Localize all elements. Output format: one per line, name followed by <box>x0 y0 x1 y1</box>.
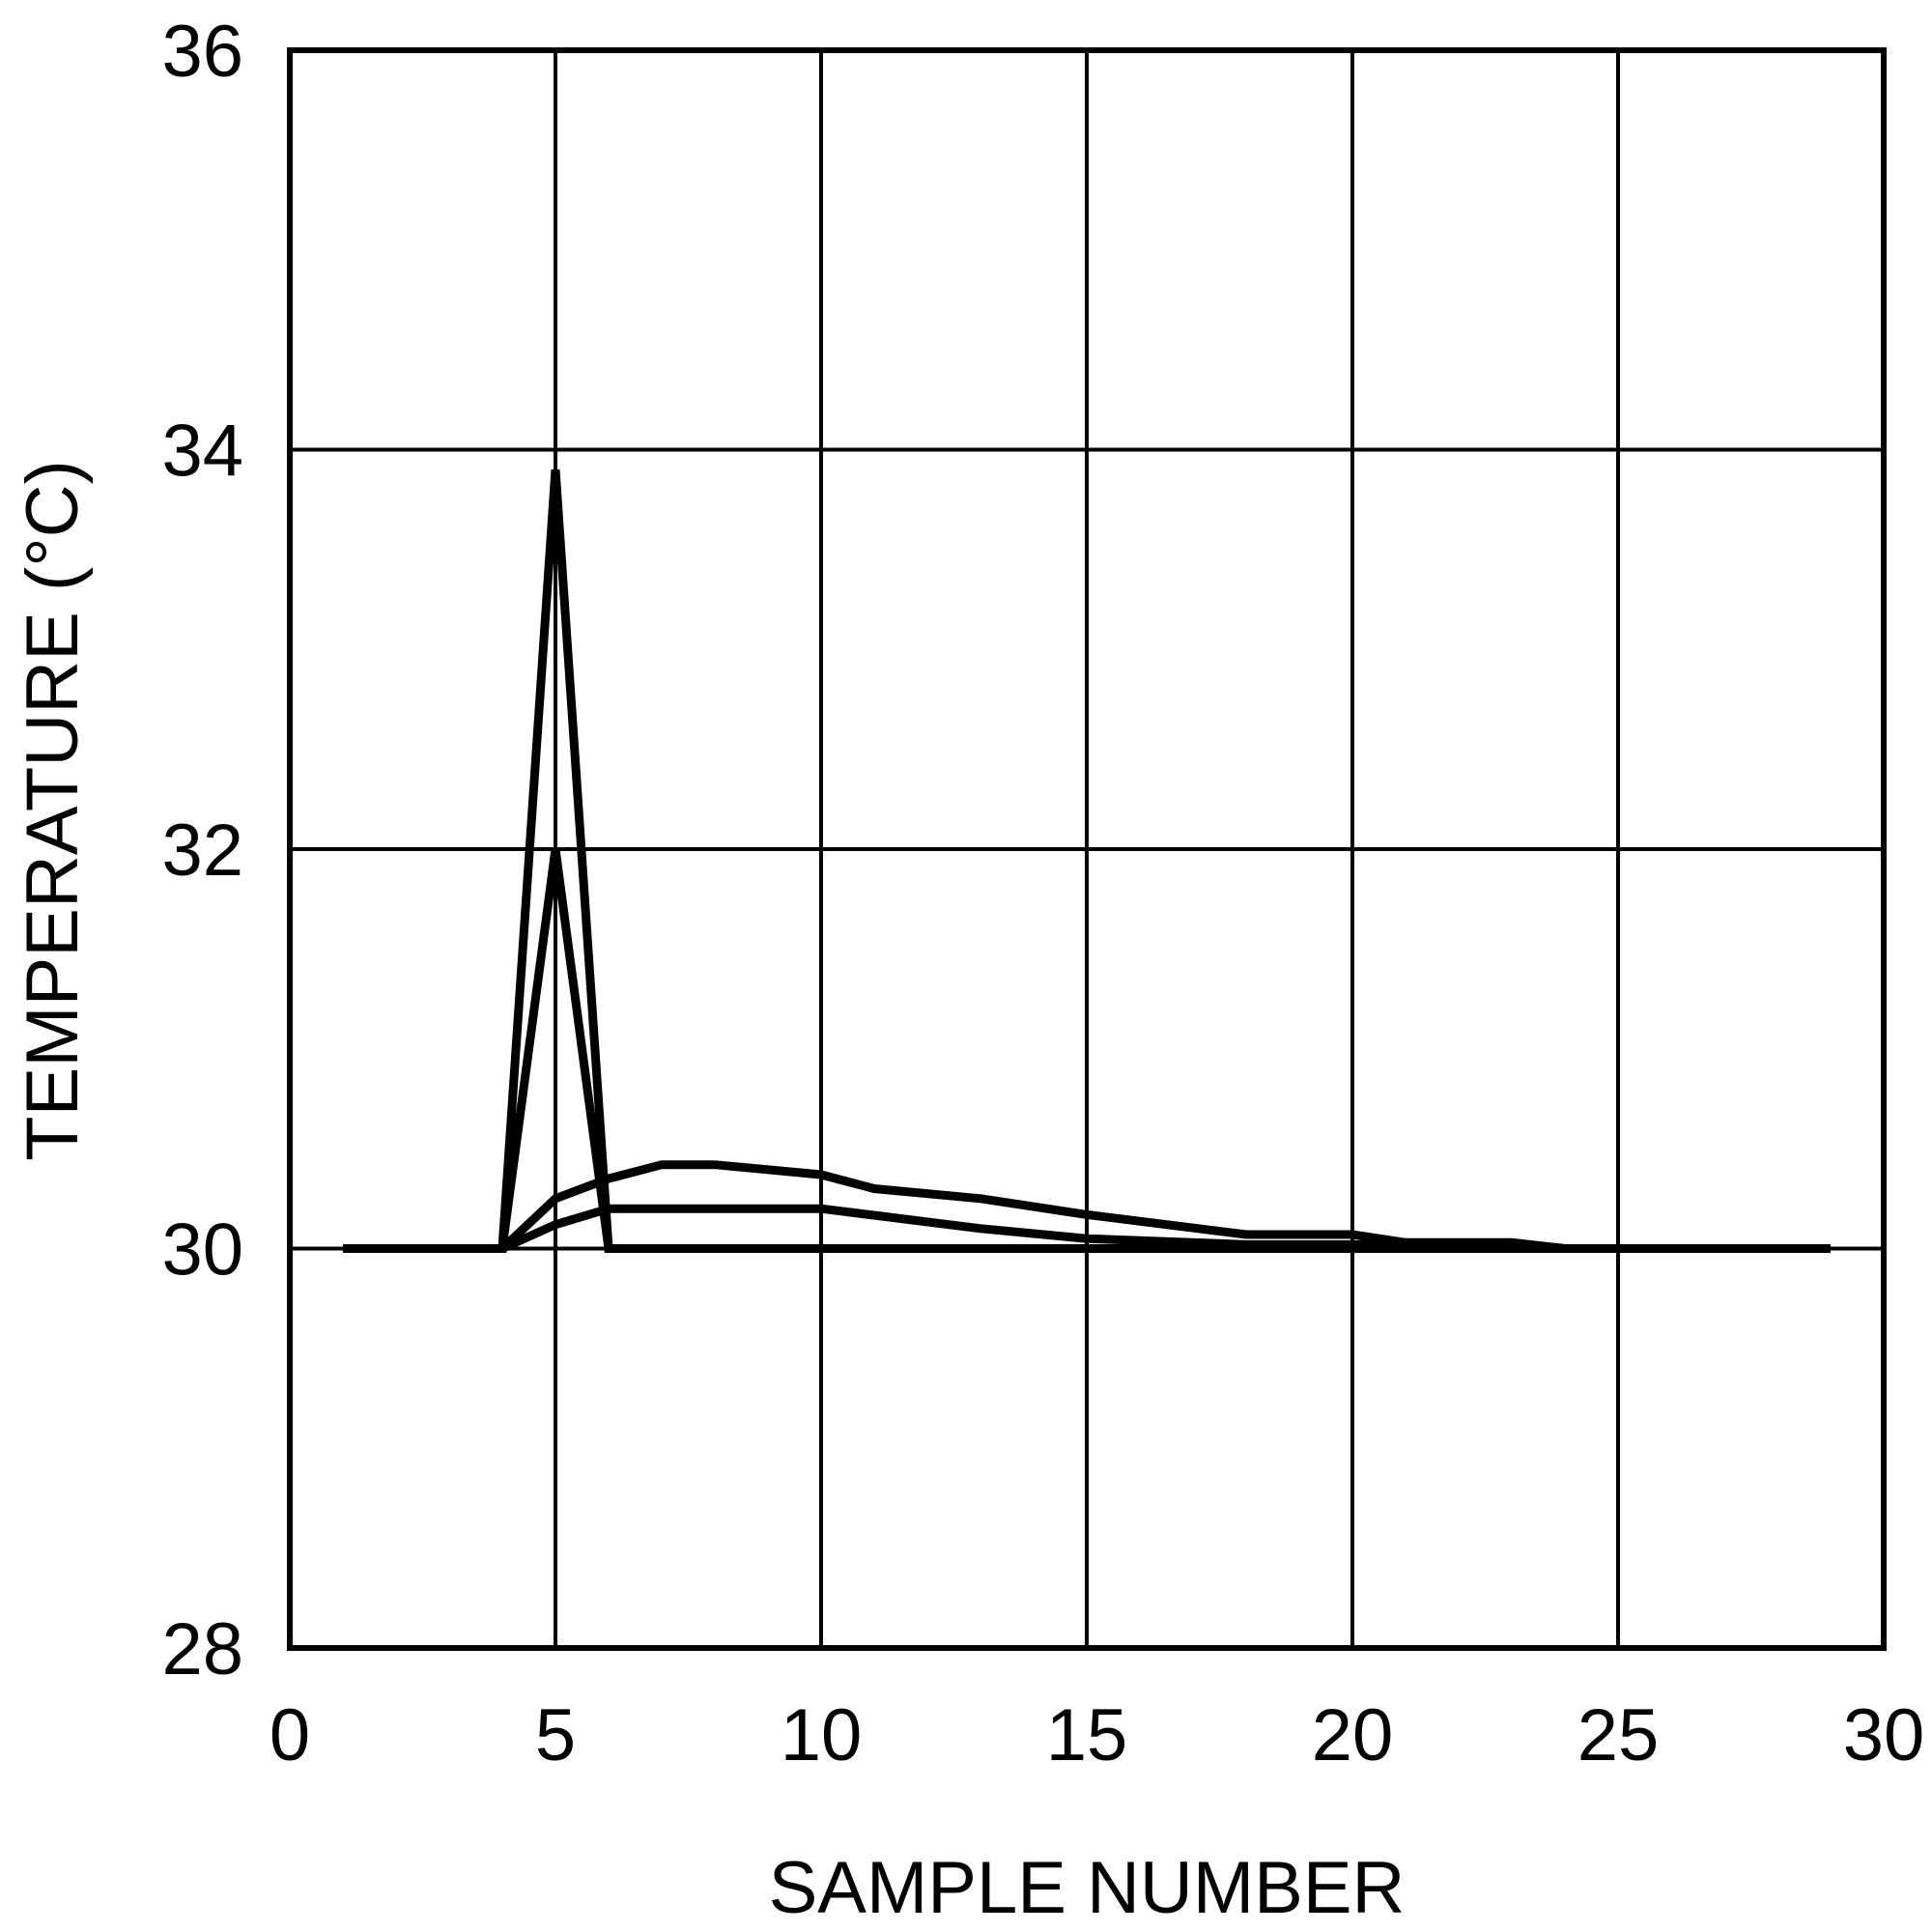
x-tick-label: 15 <box>1046 1694 1128 1776</box>
y-axis-title: TEMPERATURE (°C) <box>12 460 94 1161</box>
x-tick-label: 0 <box>270 1694 310 1776</box>
series-line-4 <box>343 1204 1831 1253</box>
x-tick-label: 30 <box>1843 1694 1925 1776</box>
y-tick-labels: 28 30 32 34 36 <box>161 11 243 1690</box>
x-tick-label: 5 <box>535 1694 576 1776</box>
x-tick-label: 25 <box>1577 1694 1660 1776</box>
plot-area-frame <box>287 47 1887 1651</box>
y-tick-label: 34 <box>161 411 243 493</box>
series-lines <box>343 469 1831 1253</box>
y-tick-label: 36 <box>161 11 243 93</box>
x-tick-label: 20 <box>1312 1694 1394 1776</box>
y-tick-label: 30 <box>161 1209 243 1292</box>
x-tick-labels: 0 5 10 15 20 25 30 <box>270 1694 1924 1776</box>
y-tick-label: 28 <box>161 1608 243 1690</box>
x-tick-label: 10 <box>781 1694 863 1776</box>
x-axis-title: SAMPLE NUMBER <box>769 1847 1406 1929</box>
y-tick-label: 32 <box>161 810 243 892</box>
